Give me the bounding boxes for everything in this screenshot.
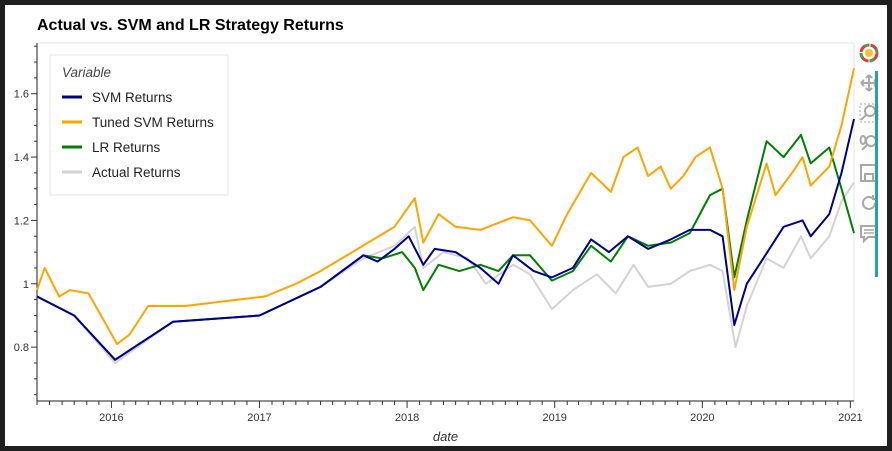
legend-entry[interactable]: Actual Returns — [92, 165, 181, 180]
y-tick-label: 1.4 — [14, 152, 29, 164]
legend-title: Variable — [62, 65, 111, 80]
x-tick-label: 2018 — [395, 412, 419, 424]
chart-title: Actual vs. SVM and LR Strategy Returns — [37, 17, 344, 34]
x-tick-label: 2021 — [838, 412, 862, 424]
legend-entry[interactable]: Tuned SVM Returns — [92, 115, 214, 130]
chart-panel: Actual vs. SVM and LR Strategy Returns 0… — [5, 5, 887, 446]
chart-toolbar — [857, 41, 883, 251]
x-tick-label: 2020 — [690, 412, 714, 424]
y-tick-label: 1 — [23, 279, 29, 291]
bokeh-logo-icon[interactable] — [857, 41, 881, 65]
series-line-tuned-svm-returns[interactable] — [36, 68, 855, 345]
y-tick-label: 0.8 — [14, 342, 29, 354]
legend-entry[interactable]: LR Returns — [92, 140, 161, 155]
legend-entry[interactable]: SVM Returns — [92, 90, 173, 105]
series-line-svm-returns[interactable] — [36, 118, 855, 361]
x-tick-label: 2019 — [542, 412, 566, 424]
x-tick-label: 2016 — [99, 412, 123, 424]
y-tick-label: 1.6 — [14, 89, 29, 101]
x-axis-label: date — [433, 429, 458, 444]
y-tick-label: 1.2 — [14, 215, 29, 227]
series-line-actual-returns[interactable] — [36, 181, 855, 364]
line-chart[interactable]: 0.8 1 1.2 1.4 1.6 2016 2017 2018 2019 2020 2021 dat… — [5, 5, 887, 446]
x-tick-label: 2017 — [247, 412, 271, 424]
active-tool-indicator — [875, 71, 878, 277]
